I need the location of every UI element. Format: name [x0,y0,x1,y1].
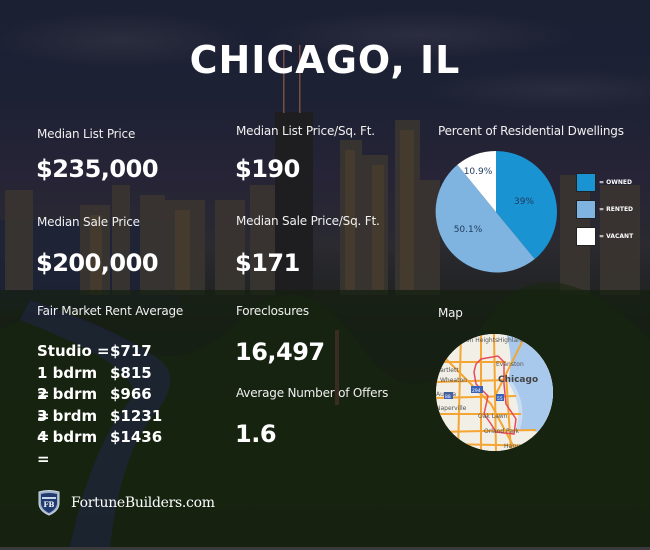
dwellings-chart-title: Percent of Residential Dwellings [438,124,624,138]
map-place-wheaton: Wheaton [440,377,467,384]
rent-value: $815 [110,363,152,382]
median-sale-price-sqft-value: $171 [235,249,300,277]
bottom-border [0,547,650,550]
rent-value: $966 [110,385,152,403]
highway-88-icon: 88 [445,394,451,400]
dwellings-legend: = OWNED = RENTED = VACANT [576,172,634,254]
rent-unit-type: 2 bdrm = [37,385,98,425]
fair-market-rent-list: Studio = $717 1 bdrm = $815 2 bdrm = $966 3… [37,341,163,468]
median-list-price-sqft-value: $190 [235,155,300,183]
rent-unit-type: 4 bdrm = [37,428,98,468]
map-place-chicago: Chicago [498,375,538,385]
rent-row: 3 brdm = $1231 [37,406,163,447]
median-sale-price-sqft-label: Median Sale Price/Sq. Ft. [236,214,380,228]
median-sale-price-label: Median Sale Price [37,215,140,229]
fair-market-rent-label: Fair Market Rent Average [37,304,184,318]
chicago-map-thumbnail[interactable]: Chicago Wheaton Oak Lawn Orland Park Arl… [436,334,553,451]
map-place-bartlett: Bartlett [436,367,459,374]
logo-initials: FB [44,500,55,509]
map-label: Map [438,306,463,320]
median-sale-price-value: $200,000 [36,249,159,277]
rent-unit-type: 1 bdrm = [37,363,98,404]
highway-294-icon: 294 [472,388,481,394]
median-list-price-label: Median List Price [37,127,136,141]
pie-slice-owned [496,151,557,260]
map-place-highland-park: Highland Park [498,337,540,344]
median-list-price-sqft-label: Median List Price/Sq. Ft. [236,124,375,138]
foreclosures-value: 16,497 [235,338,325,366]
rent-unit-type: 3 brdm = [37,406,98,447]
rent-value: $1436 [110,428,163,446]
legend-label: = VACANT [599,232,634,240]
legend-item-rented: = RENTED [576,199,634,219]
fortunebuilders-logo[interactable]: FB FortuneBuilders.com [37,490,215,516]
rent-value: $717 [110,342,152,360]
legend-label: = RENTED [599,205,634,213]
rent-value: $1231 [110,406,163,425]
average-offers-label: Average Number of Offers [236,386,389,400]
map-place-oak-lawn: Oak Lawn [478,413,508,420]
rent-row: 4 bdrm = $1436 [37,427,163,468]
dwellings-pie-chart: 39% 50.1% 10.9% [435,151,557,273]
highway-55-icon: 55 [497,396,503,402]
legend-item-vacant: = VACANT [576,226,634,246]
legend-swatch-rented [576,199,596,219]
rent-row: 2 bdrm = $966 [37,384,162,425]
map-place-arlington-heights: Arlington Heights [446,337,498,344]
legend-swatch-vacant [576,226,596,246]
pie-label-owned: 39% [514,197,534,207]
map-graphic: Chicago Wheaton Oak Lawn Orland Park Arl… [436,334,553,451]
rent-unit-type: Studio = [37,342,110,360]
shield-icon: FB [38,490,60,516]
average-offers-value: 1.6 [235,420,277,448]
pie-label-vacant: 10.9% [464,167,493,177]
pie-slice-vacant [457,151,496,212]
pie-label-rented: 50.1% [454,225,483,235]
map-place-aurora: Aurora [436,391,456,398]
map-place-evanston: Evanston [496,361,524,368]
brand-name: FortuneBuilders.com [71,495,215,511]
rent-row: Studio = $717 [37,341,162,363]
median-list-price-value: $235,000 [36,155,159,183]
page-title: CHICAGO, IL [189,38,461,82]
pie-slice-rented [435,164,535,273]
map-place-naperville: Naperville [436,405,467,412]
foreclosures-label: Foreclosures [236,304,309,318]
legend-swatch-owned [576,172,596,192]
rent-row: 1 bdrm = $815 [37,363,162,404]
legend-label: = OWNED [599,178,632,186]
map-place-harvey: Harvey [504,443,526,450]
map-place-orland-park: Orland Park [484,428,520,435]
legend-item-owned: = OWNED [576,172,633,192]
